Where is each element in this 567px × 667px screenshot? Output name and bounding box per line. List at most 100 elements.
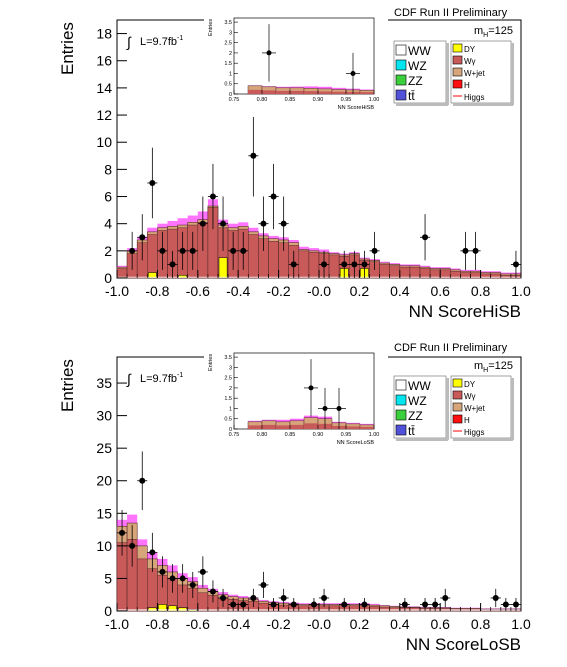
ww-bin (137, 609, 148, 611)
y-tick-label: 12 (96, 107, 112, 123)
x-tick-label: 0.8 (471, 616, 491, 632)
data-point (270, 601, 277, 608)
inset-y-tick-label: 3 (229, 30, 232, 36)
inset-wgamma-bin (262, 424, 276, 429)
data-point (179, 247, 186, 254)
wgamma-bin (136, 558, 148, 612)
inset-wgamma-bin (318, 91, 332, 94)
data-point (371, 247, 378, 254)
ww-bin (389, 276, 400, 278)
inset-x-tick-label: 0.90 (313, 432, 324, 438)
ww-bin (450, 609, 461, 611)
signal-bin (258, 599, 269, 602)
inset-y-tick-label: 1.5 (224, 396, 232, 402)
inset-y-tick-label: 2 (229, 386, 232, 392)
inset-y-tick-label: 3.5 (224, 20, 232, 26)
inset-y-tick-label: 0 (229, 427, 232, 433)
data-point (502, 601, 509, 608)
x-tick-label: -0.4 (226, 616, 250, 632)
legend-shadow-right (453, 103, 513, 106)
inset-x-tick-label: 0.95 (341, 432, 352, 438)
signal-bin (228, 223, 239, 228)
signal-bin (298, 246, 309, 250)
y-axis-label: Entries (58, 22, 77, 75)
signal-bin (349, 603, 360, 605)
data-point (472, 247, 479, 254)
wgamma-bin (379, 264, 390, 279)
ww-bin (187, 276, 198, 278)
inset-x-tick-label: 0.80 (257, 97, 268, 103)
mass-sub: H (483, 367, 488, 374)
inset-signal-bin (262, 419, 276, 421)
ww-bin (409, 609, 420, 611)
data-point (159, 568, 166, 575)
signal-bin (379, 261, 390, 264)
legend-label: tt̄ (408, 424, 415, 438)
y-tick-label: 10 (96, 134, 112, 150)
ww-bin (127, 609, 138, 611)
inset-wgamma-bin (276, 425, 290, 429)
data-point (189, 247, 196, 254)
legend-swatch (395, 74, 407, 86)
x-tick-label: -0.8 (145, 616, 169, 632)
wgamma-bin (389, 265, 401, 279)
mass-value: =125 (488, 360, 513, 372)
signal-bin (389, 605, 400, 607)
ww-bin (329, 276, 340, 278)
inset-wgamma-bin (276, 90, 290, 94)
inset-signal-bin (318, 86, 332, 89)
legend-label: ZZ (408, 409, 423, 423)
wgamma-bin (399, 266, 411, 279)
legend-label: ZZ (408, 74, 423, 88)
inset-x-tick-label: 0.85 (285, 432, 296, 438)
title-bg (391, 6, 515, 19)
signal-bin (147, 227, 158, 232)
signal-bin (157, 223, 168, 228)
ww-bin (197, 276, 208, 278)
legend-label: WW (408, 44, 431, 58)
x-tick-label: 0.8 (471, 283, 491, 299)
signal-bin (470, 607, 481, 609)
inset-y-tick-label: 1 (229, 71, 232, 77)
inset-x-tick-label: 0.75 (229, 97, 240, 103)
legend-label: Higgs (464, 93, 484, 102)
inset-x-tick-label: 0.75 (229, 432, 240, 438)
inset-signal-bin (290, 418, 304, 421)
legend-shadow-right-side (511, 43, 514, 105)
signal-bin (460, 269, 471, 272)
legend-swatch (452, 43, 463, 53)
inset-wgamma-bin (248, 89, 262, 94)
legend-swatch (452, 67, 463, 77)
ww-bin (470, 609, 481, 611)
signal-bin (228, 594, 239, 597)
mass-m: m (474, 360, 483, 372)
data-point (230, 601, 237, 608)
y-tick-label: 6 (104, 189, 112, 205)
data-point (442, 594, 449, 601)
wgamma-bin (147, 234, 158, 279)
data-point (149, 179, 156, 186)
data-point (401, 601, 408, 608)
ww-bin (258, 609, 269, 611)
data-point (310, 601, 317, 608)
inset-data-point (266, 50, 272, 56)
signal-bin (480, 271, 491, 273)
signal-bin (117, 265, 128, 268)
inset-x-tick-label: 0.80 (257, 432, 268, 438)
legend-swatch (395, 59, 407, 71)
inset-wgamma-bin (304, 91, 318, 94)
signal-bin (430, 267, 441, 269)
signal-bin (450, 607, 461, 609)
data-point (250, 594, 257, 601)
data-point (290, 261, 297, 268)
y-tick-label: 30 (96, 408, 112, 424)
ww-bin (238, 276, 249, 278)
x-tick-label: -0.2 (267, 283, 291, 299)
wgamma-bin (308, 251, 320, 279)
data-point (230, 247, 237, 254)
data-point (169, 575, 176, 582)
legend-label: Higgs (464, 428, 484, 437)
legend-swatch (395, 44, 407, 56)
